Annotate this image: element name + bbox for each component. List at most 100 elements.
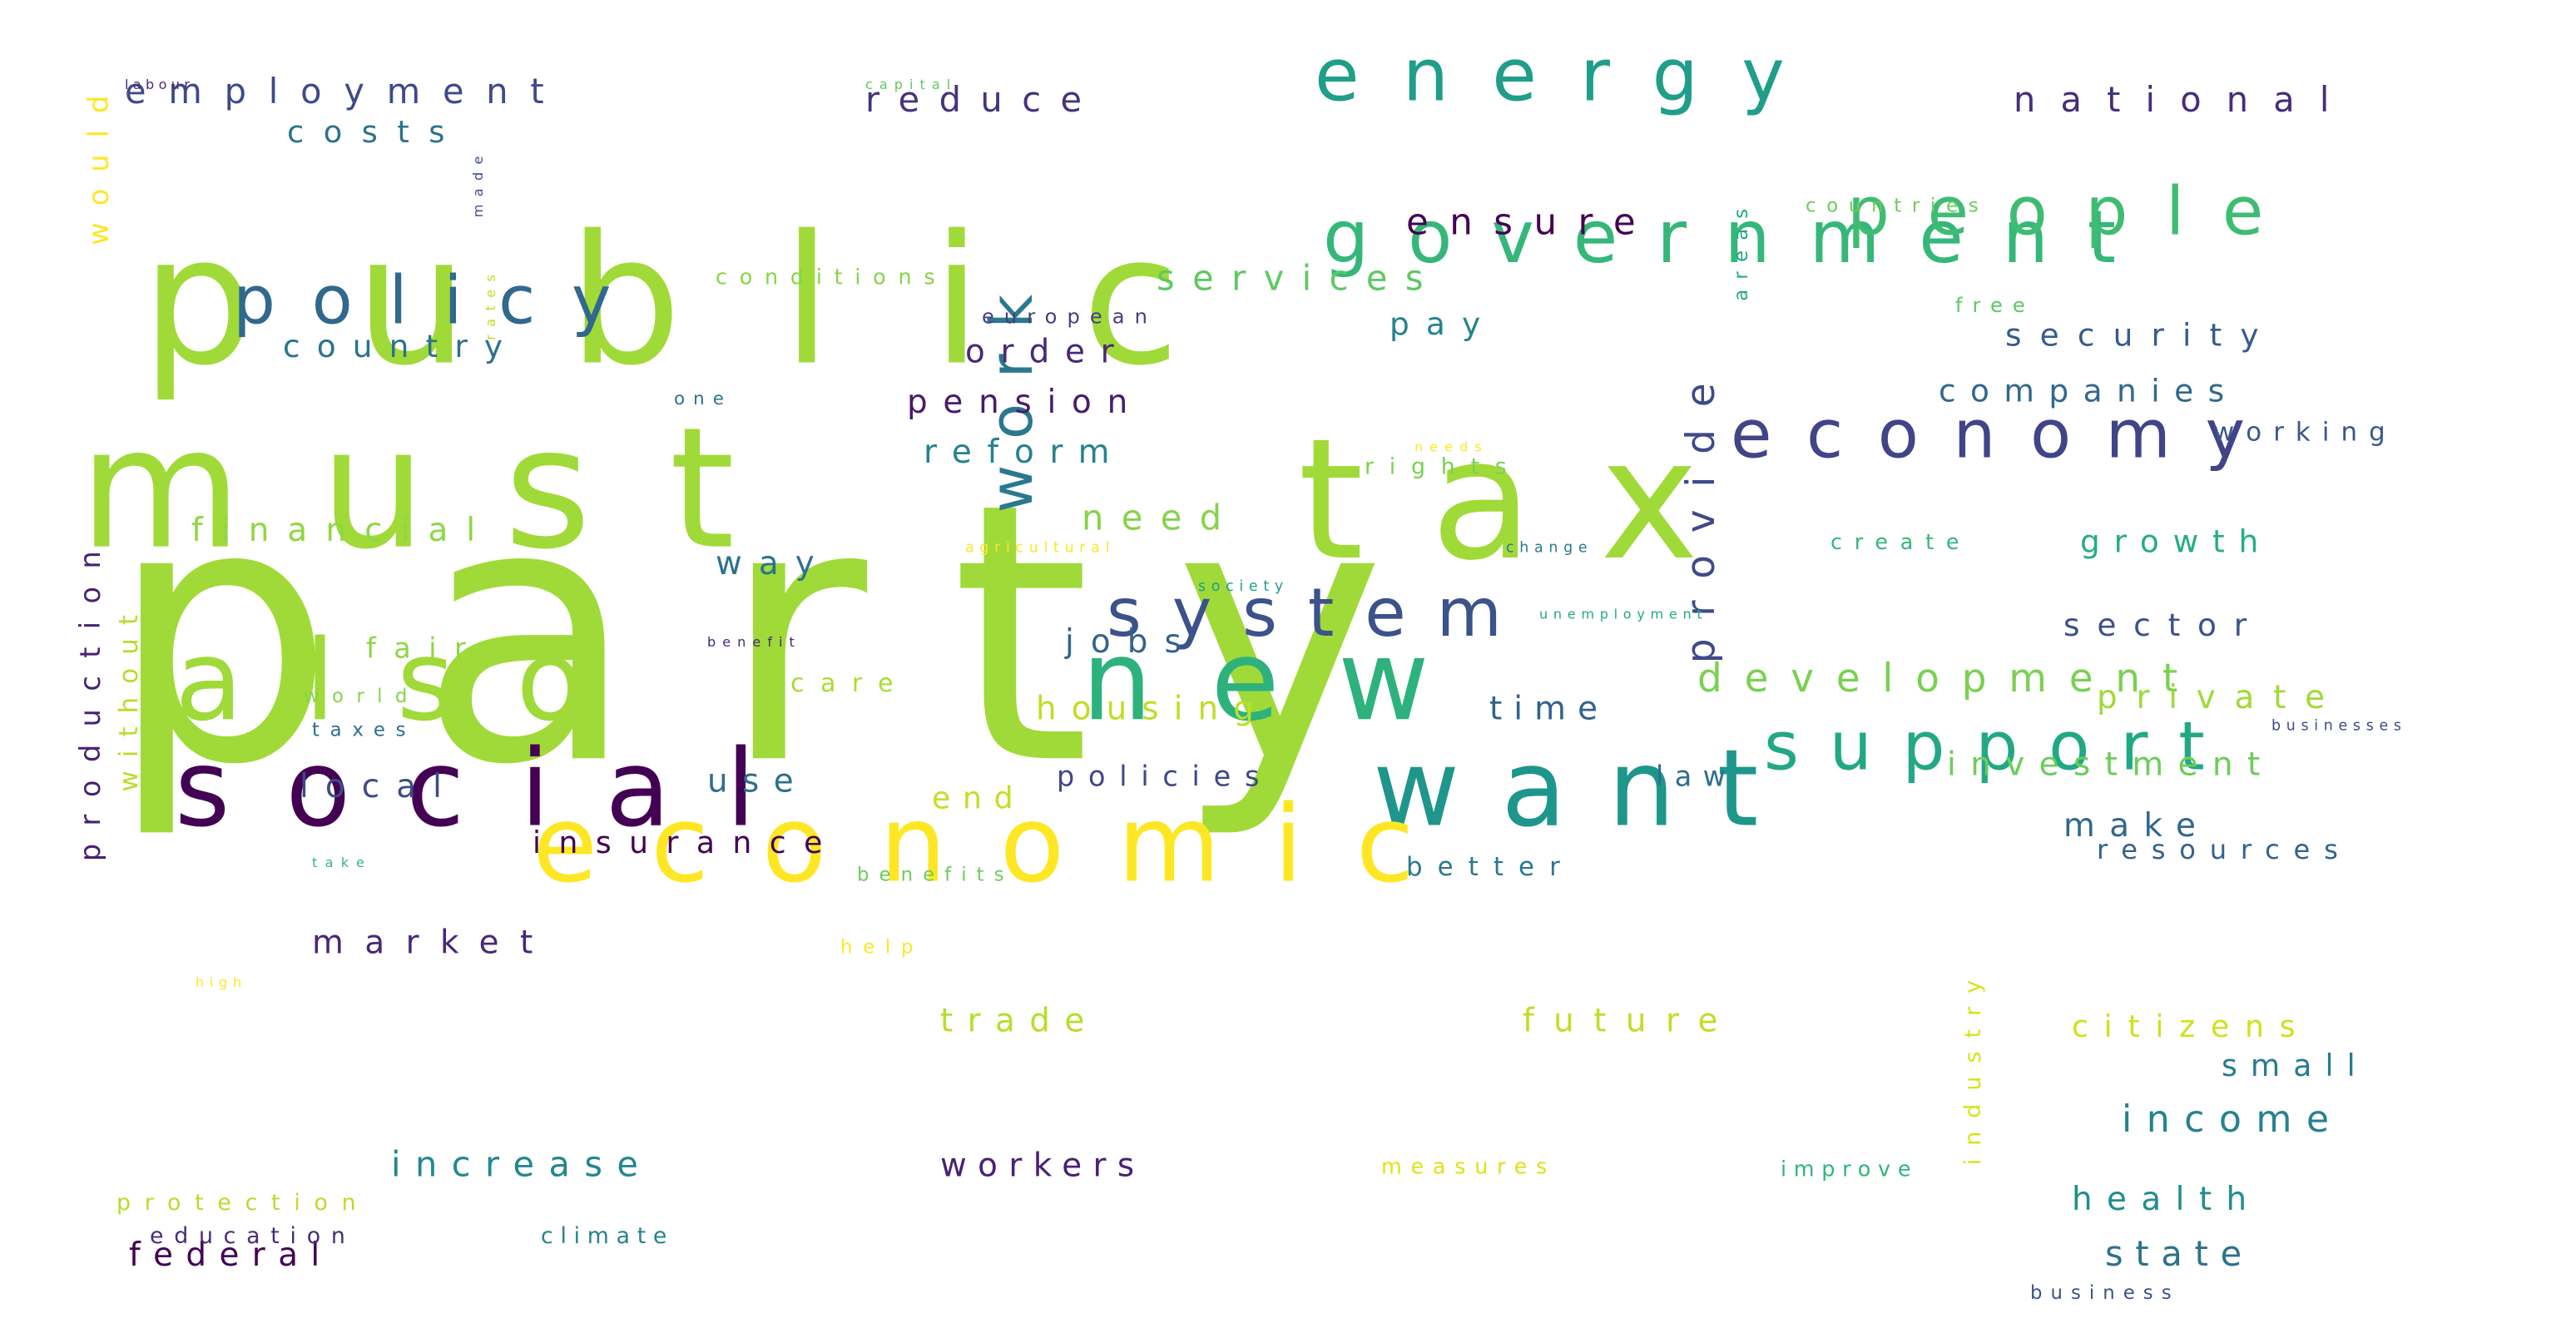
word-resources: resources <box>2097 834 2352 865</box>
word-help: help <box>840 937 924 959</box>
word-working: working <box>2213 417 2397 447</box>
word-benefits: benefits <box>857 865 1014 886</box>
word-local: local <box>300 768 458 805</box>
word-protection: protection <box>116 1190 369 1216</box>
word-industry: industry <box>1960 967 1986 1165</box>
word-economy: economy <box>1731 394 2280 473</box>
word-trade: trade <box>940 1003 1099 1040</box>
word-rights: rights <box>1365 454 1522 480</box>
word-labour: labour <box>125 77 194 92</box>
word-income: income <box>2122 1098 2343 1141</box>
word-government: government <box>1323 195 2155 280</box>
word-want: want <box>1373 728 1801 851</box>
word-business: business <box>2030 1282 2180 1304</box>
word-insurance: insurance <box>533 825 840 860</box>
word-would: would <box>82 79 115 245</box>
word-private: private <box>2097 679 2344 716</box>
word-system: system <box>1107 573 1533 652</box>
word-security: security <box>2005 316 2277 353</box>
word-made: made <box>470 148 486 217</box>
word-use: use <box>707 762 808 800</box>
word-market: market <box>312 924 554 962</box>
word-countries: countries <box>1806 196 1989 217</box>
word-support: support <box>1764 707 2236 785</box>
word-country: country <box>283 328 519 364</box>
word-agricultural: agricultural <box>965 539 1115 556</box>
word-investment: investment <box>1947 746 2275 783</box>
word-social: social <box>175 728 811 851</box>
word-reduce: reduce <box>865 79 1101 120</box>
word-unemployment: unemployment <box>1539 607 1707 622</box>
word-conditions: conditions <box>716 265 947 290</box>
word-provide: provide <box>1678 361 1724 664</box>
word-policy: policy <box>233 261 647 339</box>
word-care: care <box>790 669 909 698</box>
word-tax: tax <box>1298 403 1766 597</box>
word-increase: increase <box>391 1144 652 1185</box>
word-benefit: benefit <box>707 634 801 650</box>
word-businesses: businesses <box>2271 718 2407 735</box>
word-taxes: taxes <box>312 719 416 741</box>
word-costs: costs <box>287 114 464 150</box>
word-better: better <box>1406 852 1575 882</box>
word-small: small <box>2222 1048 2369 1083</box>
word-rates: rates <box>483 267 498 340</box>
word-production: production <box>74 533 107 861</box>
word-pay: pay <box>1390 305 1497 342</box>
word-growth: growth <box>2080 523 2272 559</box>
word-society: society <box>1198 578 1289 595</box>
word-financial: financial <box>191 512 493 549</box>
word-health: health <box>2072 1181 2261 1218</box>
word-services: services <box>1157 257 1441 298</box>
word-pension: pension <box>907 384 1143 421</box>
word-world: world <box>304 686 420 707</box>
word-new: new <box>1082 616 1488 746</box>
word-citizens: citizens <box>2072 1008 2311 1044</box>
word-create: create <box>1830 530 1971 555</box>
word-european: european <box>982 305 1157 329</box>
word-high: high <box>196 974 247 990</box>
word-development: development <box>1697 656 2200 701</box>
word-need: need <box>1082 498 1240 538</box>
word-take: take <box>312 855 372 870</box>
word-companies: companies <box>1939 372 2239 409</box>
word-way: way <box>716 545 831 582</box>
word-without: without <box>114 602 144 791</box>
word-needs: needs <box>1414 439 1489 455</box>
word-party: party <box>108 428 1469 843</box>
word-improve: improve <box>1781 1157 1918 1182</box>
word-law: law <box>1656 761 1736 793</box>
word-capital: capital <box>865 77 957 92</box>
word-change: change <box>1506 539 1593 556</box>
word-policies: policies <box>1057 761 1273 793</box>
word-end: end <box>932 780 1025 816</box>
word-fair: fair <box>366 632 483 665</box>
word-also: also <box>175 616 646 746</box>
word-reform: reform <box>924 434 1125 471</box>
word-one: one <box>674 389 732 409</box>
word-future: future <box>1523 1003 1737 1040</box>
word-economic: economic <box>533 784 1467 907</box>
word-measures: measures <box>1381 1154 1556 1179</box>
word-workers: workers <box>940 1147 1146 1185</box>
word-areas: areas <box>1731 199 1752 301</box>
word-public: public <box>141 197 1281 405</box>
word-time: time <box>1489 690 1609 727</box>
word-work: work <box>978 269 1046 513</box>
word-ensure: ensure <box>1406 201 1657 243</box>
word-climate: climate <box>541 1223 674 1249</box>
word-free: free <box>1955 294 2035 317</box>
word-people: people <box>1847 171 2301 250</box>
word-energy: energy <box>1315 33 1828 118</box>
word-order: order <box>965 334 1129 371</box>
word-state: state <box>2105 1233 2254 1274</box>
word-employment: employment <box>125 71 567 112</box>
word-education: education <box>150 1223 356 1249</box>
word-national: national <box>2014 79 2355 120</box>
word-make: make <box>2063 807 2210 845</box>
word-sector: sector <box>2063 607 2264 643</box>
word-housing: housing <box>1036 690 1269 727</box>
word-federal: federal <box>129 1236 333 1274</box>
